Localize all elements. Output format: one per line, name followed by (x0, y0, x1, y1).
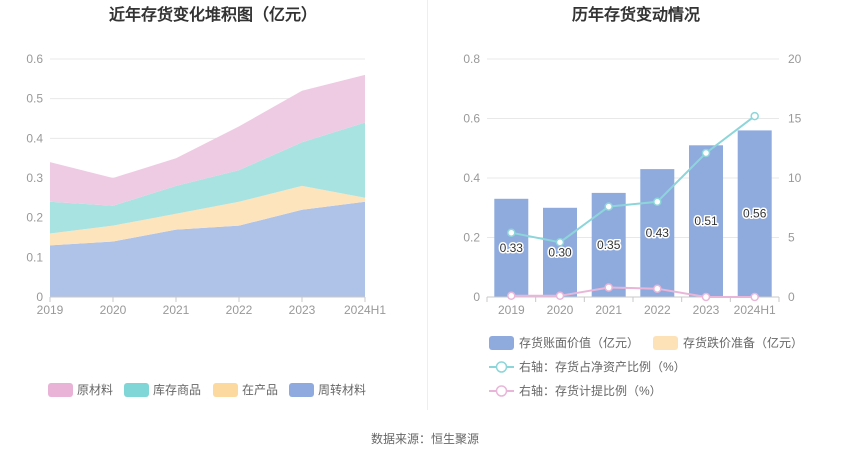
legend-item: 库存商品 (124, 382, 201, 397)
x-tick-label: 2021 (595, 303, 622, 317)
y-tick-label: 0.2 (26, 211, 43, 225)
bar-value-label: 0.30 (548, 245, 572, 259)
legend-item: 存货跌价准备（亿元） (653, 335, 803, 350)
legend-marker (495, 385, 508, 397)
x-tick-label: 2024H1 (344, 303, 386, 317)
legend-item: 存货账面价值（亿元） (489, 335, 639, 350)
stacked-area-chart: 0 0.1 0.2 0.3 0.4 0.5 0.6 2019 2020 2021 2022 2023 2… (26, 52, 386, 397)
legend-item: 周转材料 (289, 382, 366, 397)
x-tick-label: 2023 (693, 303, 720, 317)
bar-line-chart: 0 0.2 0.4 0.6 0.8 0 5 10 15 20 2019 2020 2021 2022 202… (463, 52, 803, 398)
stacked-areas (50, 74, 365, 297)
bar-value-labels: 0.33 0.30 0.35 0.43 0.51 0.56 (498, 205, 768, 261)
x-tick-label: 2024H1 (734, 303, 776, 317)
y-tick-label: 0 (36, 290, 43, 304)
y2-tick-label: 20 (788, 52, 802, 66)
x-tick-label: 2020 (100, 303, 127, 317)
bar-series (494, 130, 772, 298)
line-series (507, 111, 759, 247)
legend-marker (495, 361, 508, 373)
legend-label: 右轴：存货计提比例（%） (519, 383, 662, 398)
series-line (511, 286, 755, 298)
bar-value-label: 0.33 (500, 241, 524, 255)
legend-swatch (653, 336, 678, 350)
line-point (507, 291, 516, 301)
x-tick-label: 2021 (163, 303, 190, 317)
bar (494, 198, 529, 297)
legend-label: 原材料 (77, 383, 113, 397)
y-tick-label: 0.4 (26, 131, 43, 145)
legend-swatch (48, 383, 73, 397)
line-point (701, 148, 711, 158)
bar-value-label: 0.43 (646, 226, 670, 240)
y-tick-label: 0.1 (26, 250, 43, 264)
bar (543, 207, 577, 298)
area-series-0 (50, 74, 365, 206)
grid-lines (487, 58, 779, 238)
legend-label: 右轴：存货占净资产比例（%） (519, 359, 686, 374)
bar-value-label: 0.35 (597, 238, 621, 252)
legend-item: 右轴：存货计提比例（%） (489, 383, 662, 398)
legend-label: 周转材料 (318, 382, 366, 397)
y-tick-label: 0.3 (26, 171, 43, 185)
left-chart-title: 近年存货变化堆积图（亿元） (109, 5, 317, 24)
line-point (604, 202, 613, 211)
legend: 原材料 库存商品 在产品 周转材料 (48, 382, 366, 397)
legend-item: 在产品 (213, 383, 278, 397)
right-chart-title: 历年存货变动情况 (572, 5, 700, 24)
bar-value-label: 0.51 (694, 214, 718, 228)
series-line (511, 115, 756, 244)
x-tick-label: 2019 (37, 303, 64, 317)
x-tick-label: 2023 (289, 303, 316, 317)
legend-label: 存货账面价值（亿元） (519, 335, 639, 350)
legend-swatch (289, 383, 314, 397)
bar (689, 145, 723, 297)
line-point (653, 284, 662, 293)
legend-label: 库存商品 (153, 382, 201, 397)
x-tick-label: 2022 (226, 303, 253, 317)
y2-tick-label: 5 (788, 231, 795, 245)
legend-item: 右轴：存货占净资产比例（%） (489, 359, 686, 374)
x-tick-label: 2022 (644, 303, 671, 317)
y2-tick-label: 15 (788, 112, 802, 126)
legend-label: 存货跌价准备（亿元） (683, 335, 803, 350)
line-series (507, 283, 759, 302)
line-point (701, 292, 711, 302)
line-point (750, 111, 759, 121)
y-tick-label: 0.8 (463, 52, 480, 66)
legend-swatch (489, 336, 514, 350)
line-point (750, 292, 759, 302)
line-point (555, 238, 565, 247)
line-point (604, 283, 613, 292)
line-point (653, 197, 662, 207)
x-tick-label: 2020 (547, 303, 574, 317)
line-point (555, 291, 565, 301)
legend-swatch (124, 383, 149, 397)
bar-value-label: 0.56 (743, 207, 767, 221)
line-point (507, 228, 516, 237)
area-series-3 (50, 201, 365, 297)
legend-swatch (213, 383, 238, 397)
y2-tick-label: 10 (788, 171, 802, 185)
legend: 存货账面价值（亿元） 存货跌价准备（亿元） 右轴：存货占净资产比例（%） 右轴：存货计… (489, 335, 803, 398)
legend-item: 原材料 (48, 383, 113, 397)
legend-label: 在产品 (242, 383, 278, 397)
y-tick-label: 0.4 (463, 171, 480, 185)
y2-tick-label: 0 (788, 290, 795, 304)
y-tick-label: 0.6 (463, 112, 480, 126)
x-tick-label: 2019 (498, 303, 525, 317)
bar (737, 130, 772, 297)
y-tick-label: 0.2 (463, 231, 480, 245)
y-tick-label: 0.6 (26, 52, 43, 66)
data-source-note: 数据来源：恒生聚源 (371, 431, 479, 446)
y-tick-label: 0.5 (26, 92, 43, 106)
area-series-2 (50, 185, 365, 246)
y-tick-label: 0 (473, 290, 480, 304)
